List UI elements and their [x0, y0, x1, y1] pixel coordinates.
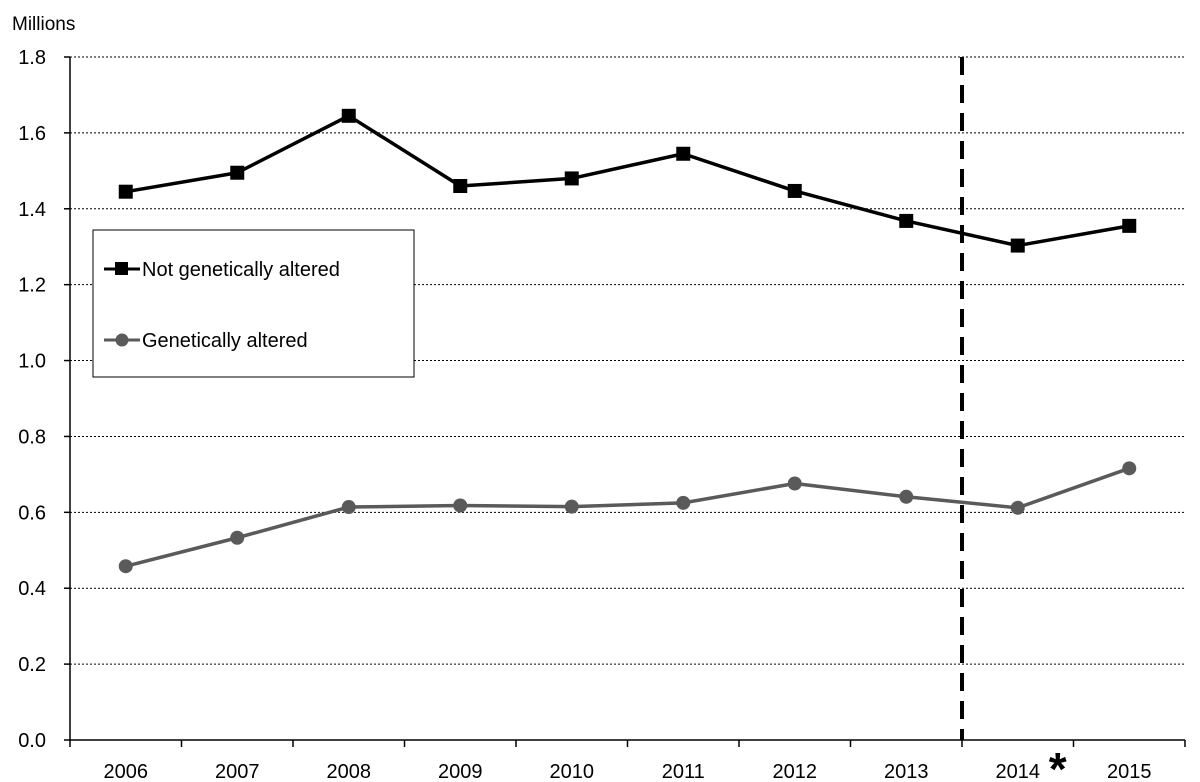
x-axis — [69, 739, 1186, 747]
y-gridlines — [64, 56, 1185, 741]
data-point-square — [899, 213, 914, 228]
data-point-square — [787, 183, 802, 198]
x-tick-labels: 2006 2007 2008 2009 2010 2011 2012 2013 2014 * 201… — [104, 743, 1152, 782]
data-point-circle — [787, 476, 802, 491]
legend: Not genetically altered Genetically alte… — [92, 229, 415, 378]
y-tick-label: 1.2 — [18, 275, 46, 297]
data-point-square — [230, 165, 245, 180]
x-tick-label: 2008 — [327, 761, 372, 782]
x-tick-label: 2012 — [773, 761, 818, 782]
data-point-square — [341, 108, 356, 123]
legend-marker-square — [115, 262, 128, 275]
y-tick-label: 1.4 — [18, 199, 46, 221]
data-point-circle — [564, 499, 579, 514]
y-tick-label: 0.0 — [18, 730, 46, 752]
asterisk-marker: * — [1049, 743, 1067, 782]
x-tick-label: 2006 — [104, 761, 149, 782]
data-point-square — [118, 184, 133, 199]
x-tick-label: 2010 — [550, 761, 595, 782]
y-tick-label: 0.6 — [18, 502, 46, 524]
y-tick-label: 1.0 — [18, 351, 46, 373]
data-point-circle — [341, 500, 356, 515]
x-tick-label: 2009 — [438, 761, 483, 782]
data-point-circle — [676, 495, 691, 510]
x-tick-label: 2015 — [1107, 761, 1152, 782]
data-point-square — [676, 146, 691, 161]
legend-box — [92, 229, 415, 378]
data-point-circle — [1122, 461, 1137, 476]
y-unit-label: Millions — [12, 14, 75, 35]
data-point-square — [453, 179, 468, 194]
y-tick-label: 1.8 — [18, 47, 46, 69]
y-tick-label: 0.2 — [18, 654, 46, 676]
y-tick-label: 1.6 — [18, 123, 46, 145]
legend-marker-circle — [115, 333, 129, 347]
series-line-genetically-altered — [125, 466, 1130, 568]
legend-label-not-genetically-altered: Not genetically altered — [142, 259, 340, 281]
legend-label-genetically-altered: Genetically altered — [142, 330, 308, 352]
y-tick-label: 0.8 — [18, 426, 46, 448]
data-point-square — [1122, 218, 1137, 233]
data-point-square — [1010, 238, 1025, 253]
x-tick-label: 2007 — [215, 761, 260, 782]
data-point-circle — [118, 559, 133, 574]
data-point-circle — [1010, 500, 1025, 515]
y-tick-label: 0.4 — [18, 578, 46, 600]
data-point-circle — [899, 489, 914, 504]
x-tick-label: 2013 — [884, 761, 929, 782]
data-point-square — [564, 171, 579, 186]
x-tick-label: 2011 — [662, 761, 705, 782]
y-tick-labels: 0.0 0.2 0.4 0.6 0.8 1.0 1.2 1.4 1.6 1.8 — [18, 47, 46, 752]
x-tick-label: 2014 — [996, 761, 1041, 782]
series-line-not-genetically-altered — [125, 114, 1130, 248]
data-point-circle — [453, 498, 468, 513]
data-point-circle — [230, 530, 245, 545]
